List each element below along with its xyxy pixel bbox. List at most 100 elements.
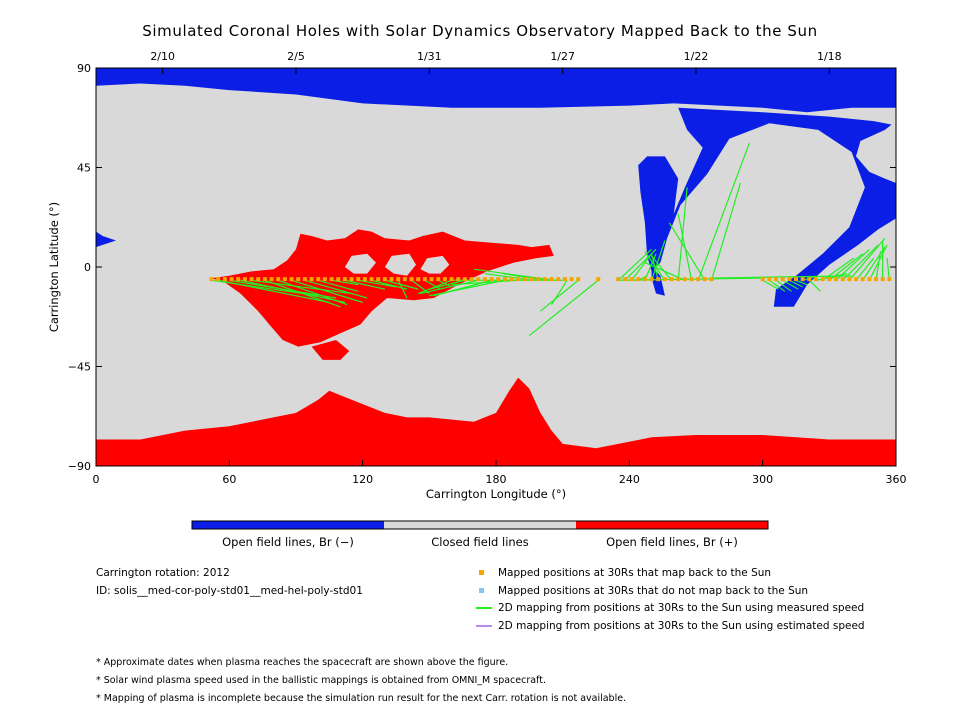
colorbar-label-negative: Open field lines, Br (−) (222, 535, 354, 549)
x-axis-label: Carrington Longitude (°) (426, 487, 566, 501)
mapped-point (760, 277, 765, 282)
legend-mapped: Mapped positions at 30Rs that map back t… (498, 567, 772, 579)
mapped-point (827, 277, 832, 282)
mapped-point (800, 277, 805, 282)
mapped-point (682, 277, 687, 282)
mapped-point (376, 277, 381, 282)
mapping-line (710, 182, 742, 281)
mapping-line (251, 279, 352, 295)
mapped-point (436, 277, 441, 282)
region-negative-right-notch (856, 121, 896, 183)
mapped-point (502, 277, 507, 282)
mapped-point (476, 277, 481, 282)
y-tick-label: −45 (68, 361, 91, 374)
mapped-point (242, 277, 247, 282)
mapping-line (875, 251, 882, 281)
mapping-line (240, 279, 346, 303)
colorbar-segment (192, 521, 384, 529)
mapping-line (344, 279, 386, 290)
date-tick-label: 2/5 (287, 50, 305, 63)
date-tick-label: 1/31 (417, 50, 442, 63)
mapped-point (302, 277, 307, 282)
region-closed-hole-c (420, 255, 450, 274)
mapped-marker-icon (479, 570, 484, 575)
colorbar-segment (576, 521, 768, 529)
mapped-point (362, 277, 367, 282)
x-tick-label: 240 (619, 473, 640, 486)
mapped-point (389, 277, 394, 282)
mapped-point (249, 277, 254, 282)
mapped-point (702, 277, 707, 282)
mapping-line (650, 240, 666, 281)
plot-area (96, 68, 896, 466)
mapped-point (222, 277, 227, 282)
mapped-point (834, 277, 838, 282)
mapped-point (449, 277, 454, 282)
region-positive-south-tail (311, 340, 350, 360)
note-dates: * Approximate dates when plasma reaches … (96, 657, 509, 668)
y-tick-label: 45 (77, 162, 91, 175)
note-incomplete: * Mapping of plasma is incomplete becaus… (96, 693, 627, 704)
mapped-point (767, 277, 772, 282)
mapped-point (256, 277, 261, 282)
region-closed-hole-a (344, 253, 376, 274)
mapped-point (522, 277, 527, 282)
mapped-point (596, 277, 601, 282)
y-axis-label: Carrington Latitude (°) (47, 202, 61, 332)
mapped-point (576, 277, 581, 282)
mapped-point (342, 277, 347, 282)
mapped-point (794, 277, 798, 282)
mapping-line (384, 279, 419, 290)
mapped-point (774, 277, 778, 282)
mapped-point (867, 277, 872, 282)
mapping-line (697, 142, 750, 281)
chart-title: Simulated Coronal Holes with Solar Dynam… (142, 22, 818, 40)
mapped-point (676, 277, 681, 282)
mapped-point (556, 277, 561, 282)
mapped-point (309, 277, 314, 282)
mapping-line (420, 279, 479, 295)
date-tick-label: 1/22 (684, 50, 709, 63)
mapped-point (229, 277, 234, 282)
mapped-point (636, 277, 641, 282)
mapped-point (887, 277, 892, 282)
estimated-line-icon (476, 625, 492, 627)
mapping-line (775, 279, 792, 292)
region-positive-polar-south (96, 377, 896, 466)
mapped-point (482, 277, 487, 282)
mapping-line (429, 279, 506, 297)
mapping-line (540, 279, 579, 312)
mapped-point (562, 277, 567, 282)
y-tick-label: 90 (77, 62, 91, 75)
region-closed-hole-b (384, 253, 416, 276)
mapped-point (209, 277, 214, 282)
x-tick-label: 0 (93, 473, 100, 486)
mapping-line (451, 279, 519, 286)
mapped-point (854, 277, 858, 282)
mapping-line (855, 257, 875, 281)
legend-measured: 2D mapping from positions at 30Rs to the… (498, 602, 865, 614)
mapped-point (329, 277, 334, 282)
mapped-point (874, 277, 878, 282)
x-tick-label: 180 (486, 473, 507, 486)
mapped-point (616, 277, 621, 282)
mapped-point (629, 277, 634, 282)
legend-not-mapped: Mapped positions at 30Rs that do not map… (498, 585, 809, 597)
mapped-point (236, 277, 241, 282)
mapped-point (669, 277, 674, 282)
x-tick-label: 60 (222, 473, 236, 486)
mapped-point (529, 277, 534, 282)
mapped-point (509, 277, 514, 282)
mapped-point (860, 277, 865, 282)
mapped-point (840, 277, 845, 282)
y-tick-label: −90 (68, 460, 91, 473)
mapped-point (429, 277, 434, 282)
mapped-point (416, 277, 421, 282)
region-positive-central (211, 229, 554, 347)
y-tick-label: 0 (84, 261, 91, 274)
mapped-point (662, 277, 667, 282)
mapped-point (456, 277, 461, 282)
mapped-point (282, 277, 287, 282)
mapping-line (473, 268, 554, 281)
